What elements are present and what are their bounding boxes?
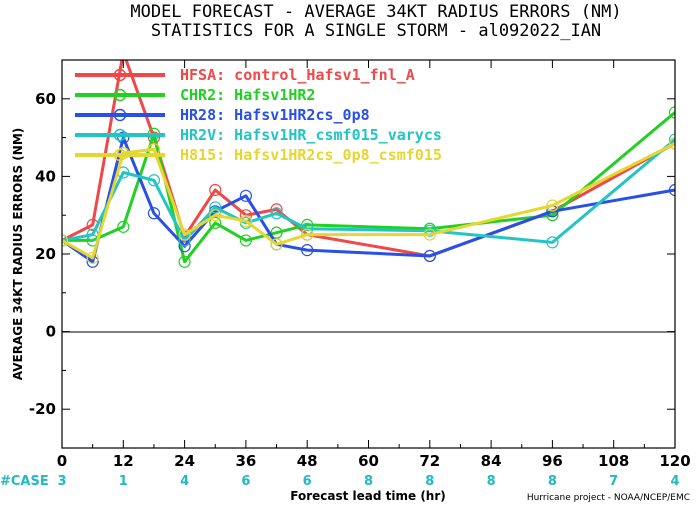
data-point bbox=[423, 249, 436, 263]
x-tick-label: 108 bbox=[598, 452, 629, 470]
chart-title-line-2: STATISTICS FOR A SINGLE STORM - al092022… bbox=[151, 21, 601, 41]
case-count: 3 bbox=[57, 474, 66, 489]
data-point bbox=[209, 183, 222, 197]
data-point bbox=[62, 234, 69, 247]
x-tick-label: 96 bbox=[542, 452, 563, 470]
x-tick-label: 60 bbox=[358, 452, 379, 470]
x-axis: 0 12 24 36 48 60 72 84 96 108 120 bbox=[57, 60, 691, 470]
y-axis: -20 0 20 40 60 bbox=[29, 59, 675, 449]
legend-label: CHR2: Hafsv1HR2 bbox=[180, 86, 315, 104]
case-count: 6 bbox=[241, 474, 250, 489]
legend-label: HFSA: control_Hafsv1_fnl_A bbox=[180, 66, 415, 84]
x-tick-label: 84 bbox=[481, 452, 502, 470]
legend-swatch-marker bbox=[113, 128, 127, 142]
data-point bbox=[117, 131, 130, 144]
data-point bbox=[209, 201, 222, 214]
y-tick-label: 40 bbox=[35, 167, 56, 185]
data-point bbox=[239, 214, 252, 228]
data-point bbox=[147, 174, 161, 187]
y-tick-label: 60 bbox=[35, 90, 56, 108]
series-1 bbox=[62, 106, 675, 268]
data-point bbox=[178, 255, 191, 268]
x-axis-label: Forecast lead time (hr) bbox=[290, 489, 446, 503]
legend-swatch-marker bbox=[113, 68, 127, 82]
series-4 bbox=[62, 137, 675, 264]
case-count: 8 bbox=[425, 474, 434, 489]
data-point bbox=[546, 236, 559, 249]
case-count: 6 bbox=[303, 474, 312, 489]
data-point bbox=[546, 199, 559, 212]
data-point bbox=[147, 131, 161, 144]
legend-swatch-marker bbox=[113, 88, 127, 102]
data-point bbox=[270, 226, 283, 239]
series-line bbox=[62, 138, 675, 244]
data-point bbox=[117, 220, 130, 233]
data-point bbox=[668, 133, 675, 146]
data-point bbox=[118, 47, 129, 58]
series-2 bbox=[62, 131, 675, 268]
credit-text: Hurricane project - NOAA/NCEP/EMC bbox=[527, 493, 690, 503]
case-count: 1 bbox=[119, 474, 128, 489]
data-point bbox=[86, 251, 99, 264]
case-count: 8 bbox=[364, 474, 373, 489]
y-axis-label: AVERAGE 34KT RADIUS ERRORS (NM) bbox=[11, 128, 25, 380]
data-point bbox=[423, 224, 436, 237]
legend-swatch-marker bbox=[113, 148, 127, 162]
legend-label: HR2V: Hafsv1HR_csmf015_varycs bbox=[180, 126, 442, 144]
case-counts: 3 1 4 6 6 8 8 8 8 7 4 bbox=[57, 474, 679, 489]
series-line bbox=[62, 136, 675, 264]
legend-swatch-marker bbox=[113, 108, 127, 122]
case-count: 7 bbox=[609, 474, 618, 489]
x-tick-label: 12 bbox=[113, 452, 134, 470]
legend-label: H815: Hafsv1HR2cs_0p8_csmf015 bbox=[180, 146, 442, 164]
case-count: 4 bbox=[670, 474, 679, 489]
x-tick-label: 120 bbox=[659, 452, 690, 470]
data-point bbox=[270, 238, 283, 251]
legend: HFSA: control_Hafsv1_fnl_A CHR2: Hafsv1HR… bbox=[75, 66, 442, 164]
data-point bbox=[423, 228, 436, 241]
data-point bbox=[668, 183, 675, 197]
data-point bbox=[147, 207, 161, 220]
data-point bbox=[209, 216, 222, 230]
series-line bbox=[62, 142, 675, 260]
data-point bbox=[301, 228, 314, 241]
case-label: #CASE bbox=[0, 474, 49, 489]
data-point bbox=[301, 244, 314, 257]
plot-area: HFSA: control_Hafsv1_fnl_A CHR2: Hafsv1HR… bbox=[62, 47, 675, 333]
case-count: 4 bbox=[180, 474, 189, 489]
data-point bbox=[668, 106, 675, 119]
data-point bbox=[178, 228, 191, 241]
x-tick-label: 36 bbox=[235, 452, 256, 470]
case-count: 8 bbox=[548, 474, 557, 489]
data-point bbox=[668, 137, 675, 150]
data-point bbox=[209, 209, 222, 222]
legend-label: HR28: Hafsv1HR2cs_0p8 bbox=[180, 106, 370, 124]
y-tick-label: 0 bbox=[46, 323, 56, 341]
x-tick-label: 24 bbox=[174, 452, 195, 470]
y-tick-label: 20 bbox=[35, 245, 56, 263]
y-tick-label: -20 bbox=[29, 400, 56, 418]
data-point bbox=[546, 209, 559, 222]
data-point bbox=[270, 207, 283, 220]
x-tick-label: 72 bbox=[419, 452, 440, 470]
x-tick-label: 48 bbox=[297, 452, 318, 470]
data-point bbox=[239, 234, 252, 247]
chart-title-line-1: MODEL FORECAST - AVERAGE 34KT RADIUS ERR… bbox=[130, 2, 621, 22]
x-tick-label: 0 bbox=[57, 452, 67, 470]
case-count: 8 bbox=[487, 474, 496, 489]
data-point bbox=[239, 189, 252, 202]
